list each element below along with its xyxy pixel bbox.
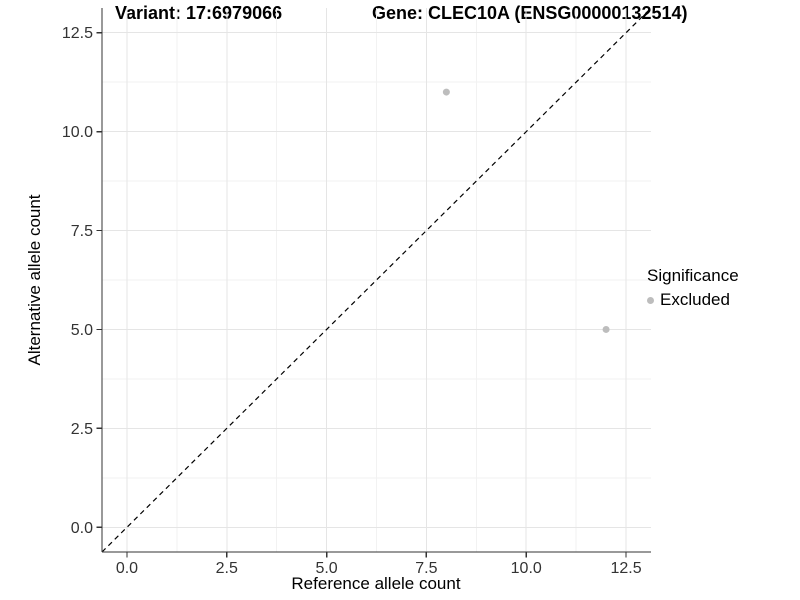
data-point bbox=[602, 325, 610, 333]
x-tick-label: 0.0 bbox=[116, 560, 138, 577]
x-tick-label: 7.5 bbox=[415, 560, 437, 577]
plot-title-variant: Variant: 17:6979066 bbox=[115, 3, 283, 23]
y-axis-title: Alternative allele count bbox=[25, 194, 44, 365]
y-tick-label: 10.0 bbox=[62, 124, 93, 141]
y-tick-label: 5.0 bbox=[71, 322, 93, 339]
x-tick-label: 12.5 bbox=[610, 560, 641, 577]
data-point bbox=[442, 88, 450, 96]
plot-title-gene: Gene: CLEC10A (ENSG00000132514) bbox=[372, 3, 688, 23]
x-tick-label: 10.0 bbox=[511, 560, 542, 577]
x-tick-label: 2.5 bbox=[216, 560, 238, 577]
y-tick-label: 0.0 bbox=[71, 520, 93, 537]
legend-item-excluded: Excluded bbox=[647, 290, 739, 310]
y-tick-label: 2.5 bbox=[71, 421, 93, 438]
y-tick-label: 7.5 bbox=[71, 223, 93, 240]
legend-title: Significance bbox=[647, 266, 739, 285]
legend-key-circle-icon bbox=[647, 296, 654, 304]
legend: Significance Excluded bbox=[647, 266, 739, 310]
legend-item-label: Excluded bbox=[660, 290, 730, 309]
x-tick-label: 5.0 bbox=[315, 560, 337, 577]
x-axis-title: Reference allele count bbox=[291, 574, 460, 593]
y-tick-label: 12.5 bbox=[62, 25, 93, 42]
identity-line bbox=[101, 7, 652, 553]
